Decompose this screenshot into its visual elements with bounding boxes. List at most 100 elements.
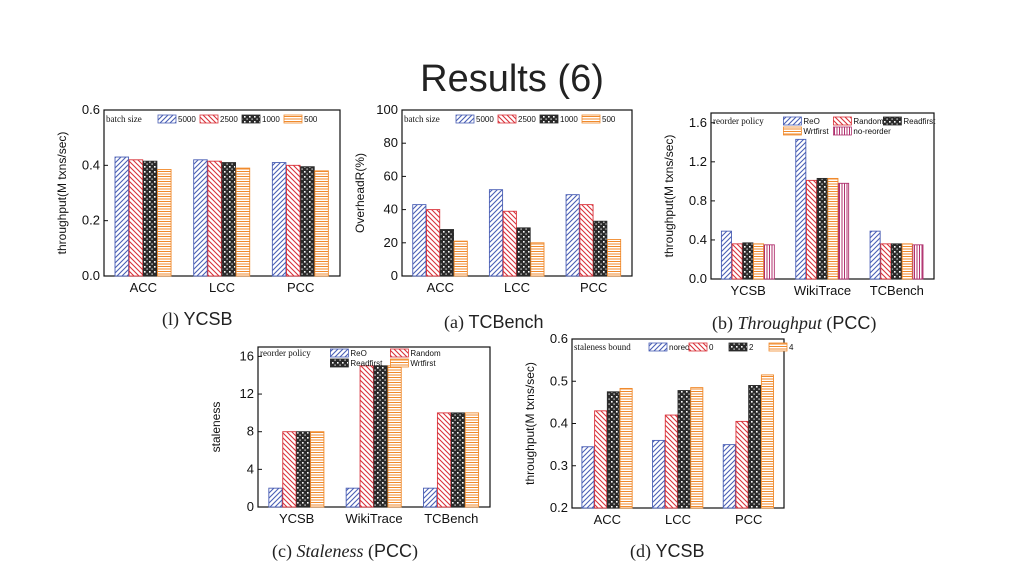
legend-swatch (497, 114, 517, 124)
caption-suffix: PCC (373, 541, 412, 561)
bar-pcc-500 (314, 170, 329, 277)
y-axis-label: staleness (209, 402, 223, 453)
bar-pcc-0 (735, 420, 749, 509)
bar-lcc-2500 (207, 160, 222, 277)
bar-pcc-2500 (579, 204, 594, 277)
x-tick-label: PCC (735, 512, 762, 527)
legend-swatch (330, 358, 349, 368)
caption-label: YCSB (183, 309, 233, 329)
legend: batch size 5000 2500 1000 500 (106, 114, 318, 124)
x-tick-label: TCBench (424, 511, 478, 526)
caption-prefix: (l) (162, 309, 179, 329)
legend-swatch (389, 348, 409, 358)
slide-title: Results (6) (420, 58, 604, 100)
y-tick-label: 100 (376, 102, 398, 117)
bar-tcbench-random (880, 243, 892, 280)
caption-c: (c) Staleness (PCC) (272, 541, 418, 561)
legend-swatch (768, 342, 788, 352)
bar-wikitrace-random (805, 179, 817, 280)
bar-tcbench-reo (423, 487, 438, 508)
bar-ycsb-wrtfirst (753, 243, 765, 280)
bar-ycsb-readfirst (296, 431, 311, 508)
bar-acc-500 (453, 240, 468, 277)
bar-pcc-1000 (593, 220, 608, 277)
bar-tcbench-no-reorder (912, 244, 924, 280)
legend-title: batch size (106, 114, 142, 124)
y-tick-label: 0.8 (689, 193, 707, 208)
x-tick-label: YCSB (730, 283, 765, 298)
bar-acc-2 (606, 391, 620, 509)
bar-wikitrace-reo (345, 487, 360, 508)
chart-ycsb-batch: 0.0 0.2 0.4 0.6 throughput(M txns/sec) ACC LCC… (55, 102, 341, 295)
y-axis-label: throughput(M txns/sec) (523, 362, 537, 485)
bar-ycsb-reo (268, 487, 283, 508)
legend-title: staleness bound (574, 342, 631, 352)
legend-swatch (199, 114, 219, 124)
y-tick-label: 0 (391, 268, 398, 283)
bar-pcc-noreorder (722, 444, 736, 509)
bar-wikitrace-wrtfirst (827, 177, 839, 280)
caption-a: (a) TCBench (444, 312, 544, 333)
legend-swatch (330, 348, 349, 358)
legend-title: reorder policy (260, 348, 311, 358)
y-tick-label: 0.3 (550, 458, 568, 473)
bar-wikitrace-no-reorder (838, 182, 850, 280)
legend: batch size 5000 2500 1000 500 (404, 114, 616, 124)
bar-lcc-500 (530, 242, 545, 277)
y-tick-label: 0.6 (550, 331, 568, 346)
caption-label: TCBench (468, 312, 544, 332)
bar-wikitrace-reo (795, 138, 807, 280)
legend-label: 0 (709, 343, 714, 352)
y-tick-label: 0.4 (82, 157, 100, 172)
bar-lcc-noreorder (652, 439, 666, 509)
legend-label: ReO (350, 349, 366, 358)
bar-pcc-2 (748, 385, 762, 509)
legend-label: 500 (602, 115, 616, 124)
legend-label: 5000 (476, 115, 494, 124)
bar-acc-4 (619, 387, 633, 509)
legend-swatch (581, 114, 601, 124)
legend-label: 5000 (178, 115, 196, 124)
caption-suffix: PCC (832, 313, 871, 333)
bar-wikitrace-readfirst (816, 177, 828, 280)
bar-pcc-2500 (286, 164, 301, 277)
legend-label: 1000 (560, 115, 578, 124)
x-tick-label: LCC (504, 280, 530, 295)
legend-swatch (389, 358, 409, 368)
bar-lcc-500 (235, 167, 251, 277)
legend-label: ReO (803, 117, 819, 126)
legend-label: 2 (749, 343, 754, 352)
bar-wikitrace-random (359, 365, 374, 508)
y-tick-label: 0 (247, 499, 254, 514)
y-tick-label: 4 (247, 461, 254, 476)
caption-label: YCSB (655, 541, 705, 561)
caption-prefix: (c) (272, 541, 292, 561)
bar-ycsb-wrtfirst (310, 431, 325, 508)
bar-wikitrace-wrtfirst (387, 365, 402, 508)
legend-label: 1000 (262, 115, 280, 124)
y-tick-label: 0.2 (82, 213, 100, 228)
x-tick-label: LCC (209, 280, 235, 295)
bar-tcbench-reo (869, 230, 881, 280)
y-tick-label: 0.0 (82, 268, 100, 283)
bar-acc-5000 (114, 156, 130, 277)
legend-swatch (455, 114, 475, 124)
chart-throughput-pcc: 0.0 0.4 0.8 1.2 1.6 throughput(M txns/sec) YCS… (662, 112, 936, 298)
legend-label: Readfirst (903, 117, 936, 126)
legend-swatch (832, 116, 852, 126)
bar-acc-1000 (142, 160, 158, 277)
bar-tcbench-wrtfirst (901, 243, 913, 280)
y-tick-label: 0.0 (689, 271, 707, 286)
chart-staleness-pcc: 0 4 8 12 16 staleness YCSB WikiTrace TCBench reor… (209, 346, 491, 526)
y-axis-label: OverheadR(%) (353, 153, 367, 233)
bar-lcc-5000 (193, 159, 208, 277)
x-tick-label: YCSB (279, 511, 314, 526)
x-tick-label: ACC (594, 512, 621, 527)
x-tick-label: ACC (427, 280, 454, 295)
legend-swatch (783, 116, 802, 126)
bar-lcc-4 (690, 387, 704, 509)
legend-swatch (783, 126, 802, 136)
caption-label: Throughput (737, 313, 822, 333)
bar-wikitrace-readfirst (373, 365, 388, 508)
legend-label: 4 (789, 343, 794, 352)
